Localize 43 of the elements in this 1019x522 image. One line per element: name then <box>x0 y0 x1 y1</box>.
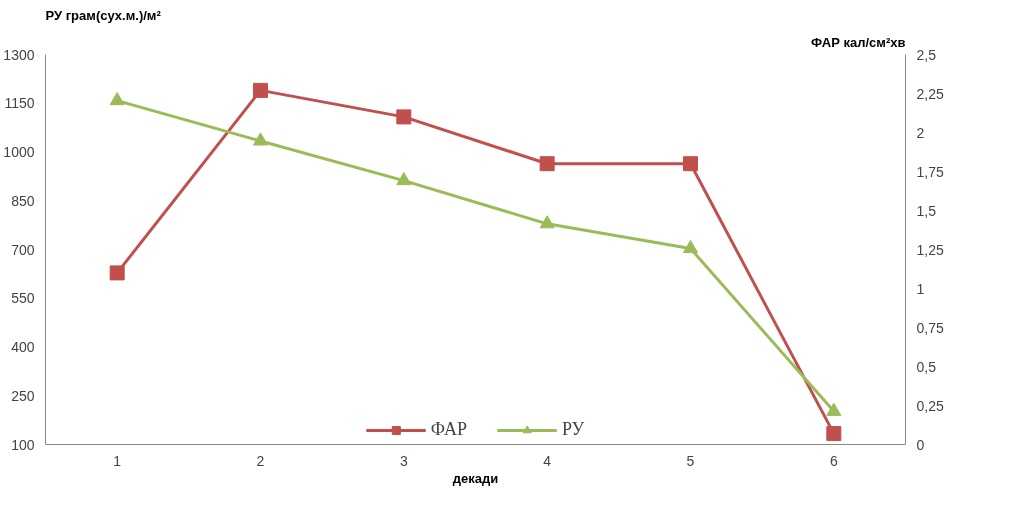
point <box>826 402 842 416</box>
y2-tick-label: 1,5 <box>916 202 937 219</box>
y-tick-label: 400 <box>11 339 35 355</box>
y2-tick-label: 1 <box>916 280 925 297</box>
y2-tick-label: 2 <box>916 124 925 141</box>
y2-tick-label: 0,25 <box>916 397 944 414</box>
point <box>826 426 842 442</box>
x-tick-label: 1 <box>113 452 122 469</box>
y-tick-label: 250 <box>11 387 35 404</box>
y2-tick-label: 0,5 <box>916 358 937 375</box>
y2-tick-label: 1,25 <box>916 241 944 258</box>
point <box>683 239 698 254</box>
y-tick-label: 850 <box>11 192 35 209</box>
y-tick-label: 700 <box>11 241 35 258</box>
y2-tick-label: 0 <box>916 436 925 453</box>
point <box>253 132 268 146</box>
y2-tick-label: 0,75 <box>916 319 944 336</box>
point <box>109 92 125 106</box>
y-tick-label: 550 <box>11 290 35 307</box>
y2-tick-label: 2,25 <box>916 85 944 102</box>
x-tick-label: 4 <box>543 452 552 469</box>
y-axis-title: РУ грам(сух.м.)/м² <box>45 7 162 23</box>
x-tick-label: 6 <box>829 452 838 469</box>
point <box>683 156 698 172</box>
y2-tick-label: 2,5 <box>916 46 937 63</box>
legend-label: ФАР <box>430 419 467 440</box>
x-axis-title: декади <box>452 470 499 486</box>
y-tick-label: 1000 <box>3 144 35 160</box>
x-tick-label: 3 <box>399 452 408 469</box>
point <box>396 172 412 186</box>
y2-tick-label: 1,75 <box>916 163 944 180</box>
point <box>109 265 125 281</box>
y-tick-label: 1300 <box>3 46 35 63</box>
point <box>539 215 555 229</box>
x-tick-label: 2 <box>256 452 265 469</box>
y-tick-label: 100 <box>11 436 35 453</box>
x-tick-label: 5 <box>686 452 695 469</box>
y2-axis-title: ФАР кал/см²хв <box>811 34 906 50</box>
point <box>539 156 555 172</box>
point <box>396 109 412 125</box>
legend-label: РУ <box>561 419 585 440</box>
point <box>253 82 268 98</box>
y-tick-label: 1150 <box>4 95 35 112</box>
